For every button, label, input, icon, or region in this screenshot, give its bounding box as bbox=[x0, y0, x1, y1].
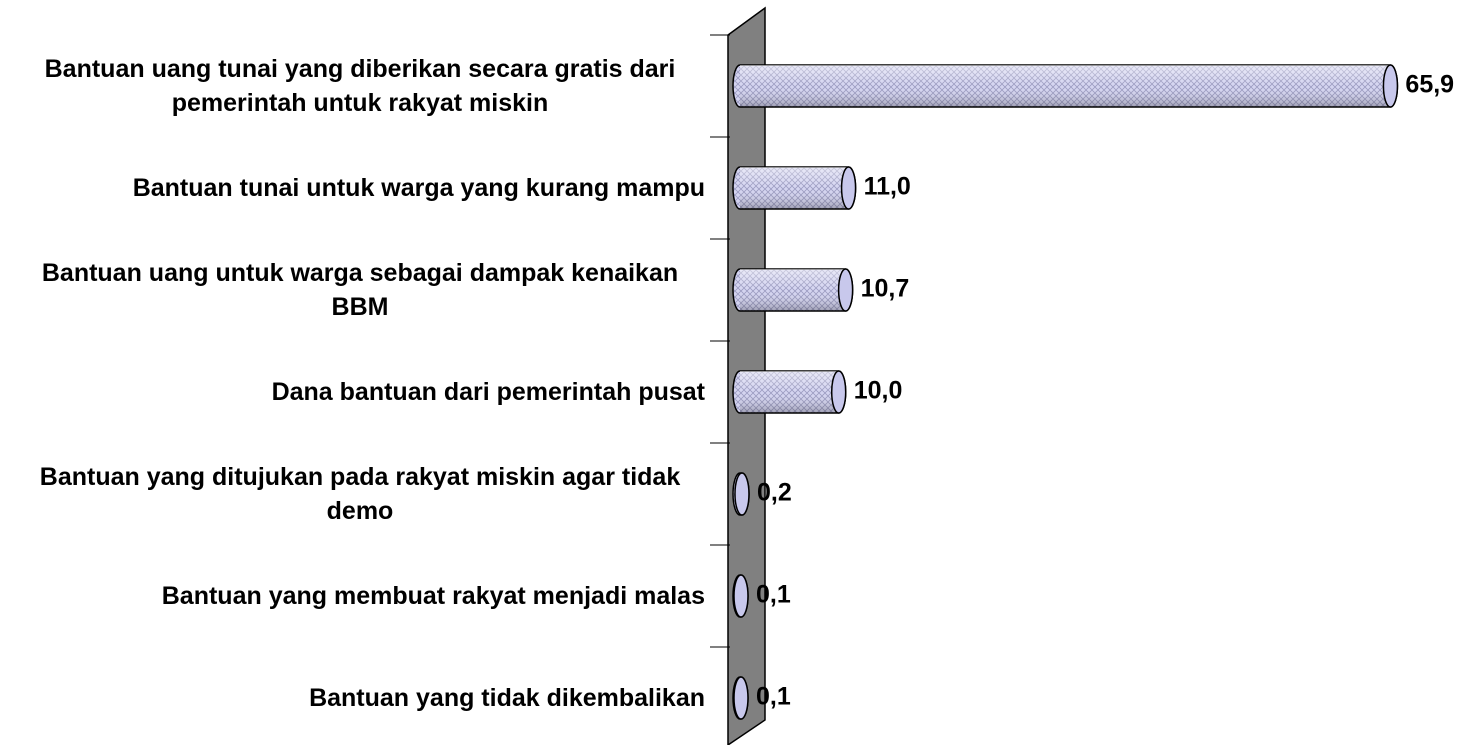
value-label: 10,0 bbox=[854, 377, 903, 405]
category-label: Bantuan yang ditujukan pada rakyat miski… bbox=[0, 460, 705, 528]
bar bbox=[732, 472, 750, 516]
value-label: 10,7 bbox=[861, 275, 910, 303]
category-text: Bantuan tunai untuk warga yang kurang ma… bbox=[132, 174, 705, 202]
bar bbox=[732, 64, 1399, 108]
category-text: Bantuan uang untuk warga sebagai dampak … bbox=[41, 259, 679, 321]
value-label: 0,2 bbox=[757, 479, 792, 507]
category-text: Dana bantuan dari pemerintah pusat bbox=[271, 378, 705, 406]
category-label: Bantuan yang membuat rakyat menjadi mala… bbox=[0, 579, 705, 613]
value-label: 0,1 bbox=[756, 581, 791, 609]
category-label: Bantuan uang untuk warga sebagai dampak … bbox=[0, 256, 705, 324]
bar bbox=[732, 166, 857, 210]
bar bbox=[732, 574, 749, 618]
bar bbox=[732, 676, 749, 720]
bar bbox=[732, 370, 847, 414]
category-text: Bantuan yang tidak dikembalikan bbox=[309, 684, 705, 712]
category-text: Bantuan yang ditujukan pada rakyat miski… bbox=[39, 463, 681, 525]
category-text: Bantuan uang tunai yang diberikan secara… bbox=[44, 55, 676, 117]
category-label: Bantuan tunai untuk warga yang kurang ma… bbox=[0, 171, 705, 205]
category-label: Dana bantuan dari pemerintah pusat bbox=[0, 375, 705, 409]
value-label: 11,0 bbox=[864, 173, 911, 201]
category-label: Bantuan uang tunai yang diberikan secara… bbox=[0, 52, 705, 120]
value-label: 0,1 bbox=[756, 683, 791, 711]
category-label: Bantuan yang tidak dikembalikan bbox=[0, 681, 705, 715]
value-label: 65,9 bbox=[1405, 71, 1454, 99]
bar bbox=[732, 268, 854, 312]
category-text: Bantuan yang membuat rakyat menjadi mala… bbox=[161, 582, 705, 610]
